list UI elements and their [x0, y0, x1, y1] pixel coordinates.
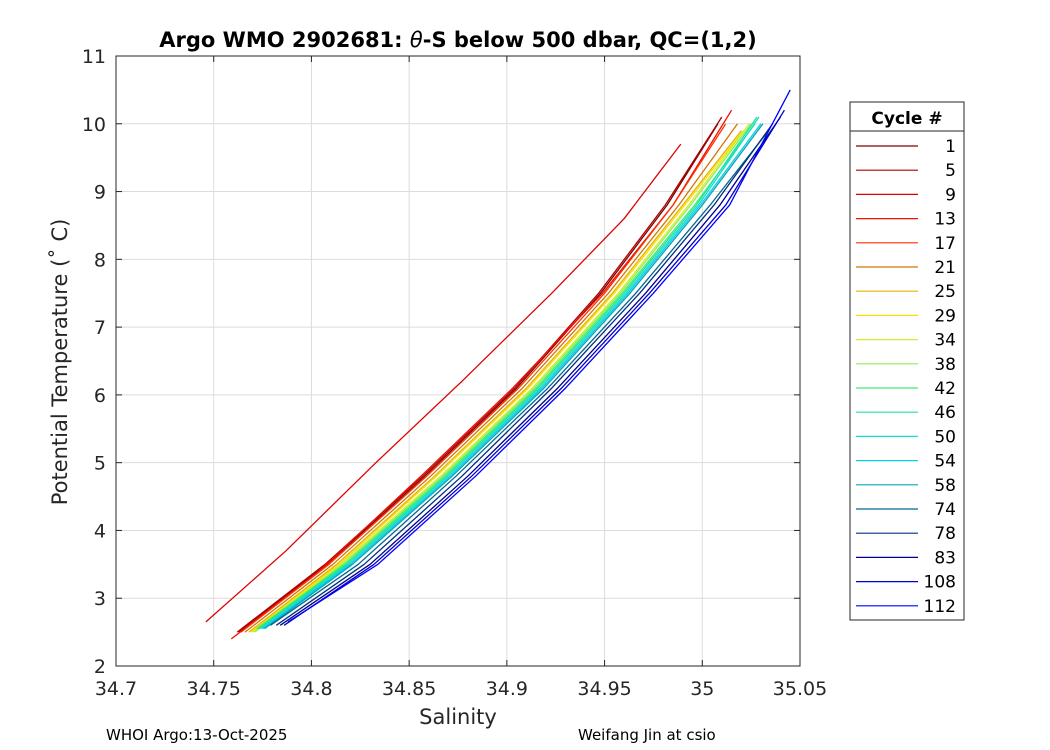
legend-label-38: 38: [934, 355, 956, 375]
legend-label-112: 112: [924, 597, 956, 617]
series-line-cycle-83: [279, 116, 782, 626]
legend-entries: 1 5 9 13 17 21 25 29 34 38 42 46 50 54 58 74 78 83 108 112: [856, 137, 956, 617]
series-line-cycle-21: [244, 123, 739, 633]
legend-label-50: 50: [934, 427, 956, 447]
chart-title-suffix: -S below 500 dbar, QC=(1,2): [423, 28, 757, 52]
chart-title: Argo WMO 2902681: θ-S below 500 dbar, QC…: [159, 28, 756, 52]
footer-author: Weifang Jin at csio: [578, 726, 716, 744]
legend-label-54: 54: [934, 452, 956, 472]
x-tick-label: 35: [690, 678, 714, 700]
legend-label-78: 78: [934, 524, 956, 544]
x-tick-label: 34.7: [95, 678, 137, 700]
footer-credit: WHOI Argo:13-Oct-2025: [106, 726, 288, 744]
y-tick-label: 3: [94, 588, 106, 610]
series-line-cycle-58: [264, 123, 764, 630]
series-line-cycle-54: [262, 123, 762, 630]
series-line-cycle-78: [275, 123, 774, 626]
legend-label-17: 17: [934, 234, 956, 254]
legend-label-5: 5: [945, 161, 956, 181]
x-axis-label: Salinity: [419, 705, 497, 729]
series-line-cycle-17: [240, 123, 727, 633]
legend-label-108: 108: [924, 573, 956, 593]
series-line-cycle-46: [258, 116, 758, 630]
y-tick-label: 4: [94, 520, 106, 542]
series-line-cycle-5: [236, 116, 723, 633]
legend: Cycle # 1 5 9 13 17 21 25 29 34 38 42 46 50 54 58 74 78 8…: [849, 101, 965, 621]
axis-ticks: 34.7 34.75 34.8 34.85 34.9 34.95 35 35.05 2 3 4 5 6 7…: [82, 46, 827, 700]
legend-label-29: 29: [934, 306, 956, 326]
legend-label-25: 25: [934, 282, 956, 302]
y-tick-label: 2: [94, 656, 106, 678]
series-line-cycle-42: [256, 123, 756, 630]
y-tick-label: 9: [94, 182, 106, 204]
legend-label-21: 21: [934, 258, 956, 278]
y-tick-label: 10: [82, 114, 106, 136]
series-lines: [205, 89, 791, 640]
x-tick-label: 35.05: [773, 678, 827, 700]
legend-title: Cycle #: [871, 109, 942, 129]
legend-label-42: 42: [934, 379, 956, 399]
chart-title-theta: θ: [410, 28, 423, 52]
series-line-cycle-25: [248, 130, 742, 633]
legend-label-46: 46: [934, 403, 956, 423]
series-line-cycle-13: [230, 109, 733, 640]
x-tick-label: 34.9: [486, 678, 528, 700]
series-line-cycle-38: [254, 123, 752, 633]
y-axis-label: Potential Temperature (˚ C): [48, 219, 72, 506]
legend-label-58: 58: [934, 476, 956, 496]
legend-label-83: 83: [934, 548, 956, 568]
legend-label-13: 13: [934, 210, 956, 230]
y-tick-label: 11: [82, 46, 106, 68]
x-tick-label: 34.8: [290, 678, 332, 700]
x-tick-label: 34.85: [382, 678, 436, 700]
x-tick-label: 34.95: [577, 678, 631, 700]
legend-label-74: 74: [934, 500, 956, 520]
y-tick-label: 6: [94, 385, 106, 407]
series-line-cycle-9: [205, 143, 682, 623]
legend-label-1: 1: [945, 137, 956, 157]
chart-title-prefix: Argo WMO 2902681:: [159, 28, 410, 52]
y-tick-label: 5: [94, 453, 106, 475]
legend-label-34: 34: [934, 331, 956, 351]
grid-lines: [115, 55, 801, 667]
series-line-cycle-112: [287, 89, 791, 623]
series-line-cycle-34: [252, 123, 750, 633]
series-line-cycle-108: [283, 109, 785, 626]
series-line-cycle-74: [270, 130, 770, 626]
plot-frame: [115, 55, 801, 667]
legend-label-9: 9: [945, 185, 956, 205]
x-tick-label: 34.75: [187, 678, 241, 700]
series-line-cycle-50: [260, 116, 760, 630]
y-tick-label: 7: [94, 317, 106, 339]
series-line-cycle-1: [238, 123, 719, 633]
y-tick-label: 8: [94, 249, 106, 271]
series-line-cycle-29: [250, 130, 744, 633]
